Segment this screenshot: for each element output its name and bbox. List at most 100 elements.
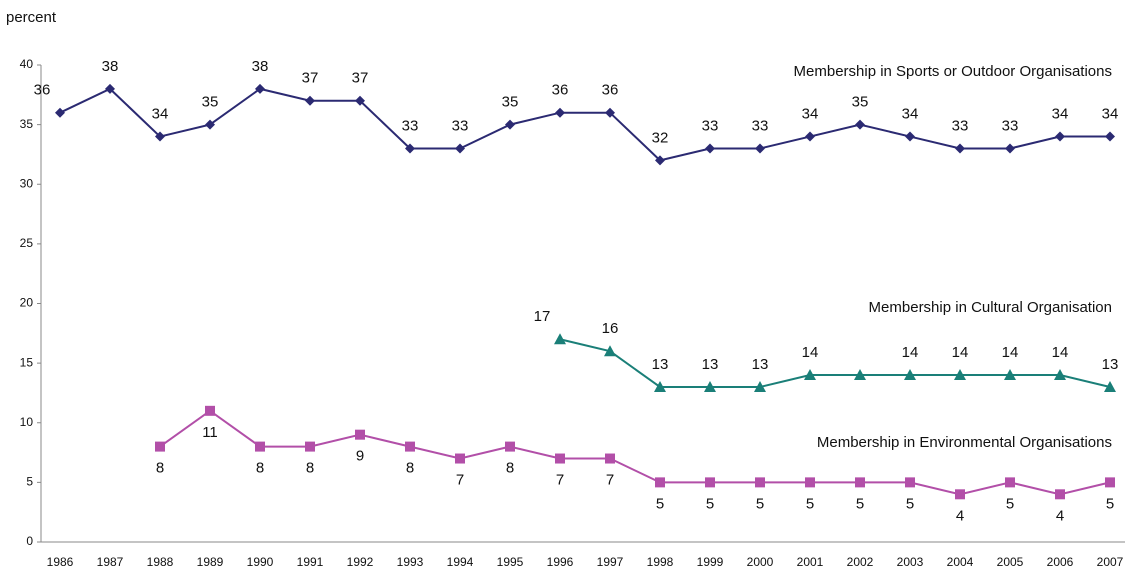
data-label: 14 (1052, 344, 1069, 361)
data-label: 5 (706, 495, 714, 512)
y-tick-label: 25 (20, 236, 34, 250)
y-tick-label: 15 (20, 355, 34, 369)
y-tick-label: 30 (20, 176, 34, 190)
y-tick-label: 5 (26, 475, 33, 489)
x-tick-label: 1987 (97, 555, 124, 569)
data-label: 35 (202, 94, 219, 111)
data-label: 8 (306, 460, 314, 477)
series-name: Membership in Sports or Outdoor Organisa… (794, 63, 1112, 80)
series-line (59, 87, 1110, 162)
point (855, 119, 865, 130)
data-label: 33 (452, 117, 469, 134)
x-tick-label: 2001 (797, 555, 824, 569)
data-label: 14 (802, 344, 819, 361)
point (705, 477, 715, 488)
point (1055, 131, 1065, 142)
x-tick-label: 2003 (897, 555, 924, 569)
x-tick-label: 1989 (197, 555, 224, 569)
y-tick-label: 35 (20, 117, 34, 131)
point (1005, 143, 1015, 154)
y-tick-label: 20 (20, 296, 34, 310)
series-line (559, 338, 1111, 388)
data-label: 4 (1056, 507, 1064, 524)
x-tick-label: 1990 (247, 555, 274, 569)
point (305, 441, 315, 452)
point (255, 83, 265, 94)
point (1055, 489, 1065, 500)
point (1054, 369, 1066, 381)
data-label: 7 (456, 471, 464, 488)
data-label: 13 (652, 356, 669, 373)
data-label: 13 (752, 356, 769, 373)
x-tick-label: 1988 (147, 555, 174, 569)
point (755, 143, 765, 154)
point (804, 369, 816, 381)
data-label: 33 (402, 117, 419, 134)
point (754, 380, 766, 392)
point (1105, 477, 1115, 488)
data-label: 34 (1102, 106, 1119, 123)
point (905, 131, 915, 142)
data-label: 5 (906, 495, 914, 512)
x-tick-label: 2004 (947, 555, 974, 569)
data-label: 38 (102, 58, 119, 75)
data-label: 5 (1006, 495, 1014, 512)
point (155, 131, 165, 142)
point (405, 143, 415, 154)
data-label: 5 (656, 495, 664, 512)
data-label: 35 (502, 94, 519, 111)
point (654, 380, 666, 392)
point (755, 477, 765, 488)
point (604, 345, 616, 357)
data-label: 38 (252, 58, 269, 75)
point (555, 453, 565, 464)
data-label: 14 (952, 344, 969, 361)
x-tick-label: 1994 (447, 555, 474, 569)
y-tick-label: 0 (26, 534, 33, 548)
data-label: 14 (902, 344, 919, 361)
data-label: 5 (856, 495, 864, 512)
point (704, 380, 716, 392)
point (1104, 380, 1116, 392)
point (655, 477, 665, 488)
point (255, 441, 265, 452)
data-label: 37 (302, 70, 319, 87)
point (805, 477, 815, 488)
point (905, 477, 915, 488)
x-tick-label: 1997 (597, 555, 624, 569)
data-label: 36 (34, 82, 51, 99)
x-tick-label: 1998 (647, 555, 674, 569)
x-tick-label: 1995 (497, 555, 524, 569)
point (1004, 369, 1016, 381)
point (505, 441, 515, 452)
point (605, 107, 615, 118)
data-label: 16 (602, 320, 619, 337)
x-tick-label: 2002 (847, 555, 874, 569)
data-label: 4 (956, 507, 964, 524)
data-label: 35 (852, 94, 869, 111)
data-label: 7 (606, 471, 614, 488)
data-label: 33 (952, 117, 969, 134)
data-label: 5 (756, 495, 764, 512)
x-tick-label: 2007 (1097, 555, 1124, 569)
x-tick-label: 1999 (697, 555, 724, 569)
x-tick-label: 2006 (1047, 555, 1074, 569)
point (205, 405, 215, 416)
data-label: 33 (752, 117, 769, 134)
data-label: 13 (1102, 356, 1119, 373)
point (355, 95, 365, 106)
x-tick-label: 1993 (397, 555, 424, 569)
data-label: 33 (1002, 117, 1019, 134)
series-line (159, 409, 1111, 496)
point (305, 95, 315, 106)
point (1105, 131, 1115, 142)
point (605, 453, 615, 464)
series-name: Membership in Environmental Organisation… (817, 434, 1112, 451)
point (805, 131, 815, 142)
data-label: 34 (152, 106, 169, 123)
data-label: 34 (1052, 106, 1069, 123)
point (455, 143, 465, 154)
data-label: 8 (406, 460, 414, 477)
data-label: 9 (356, 448, 364, 465)
